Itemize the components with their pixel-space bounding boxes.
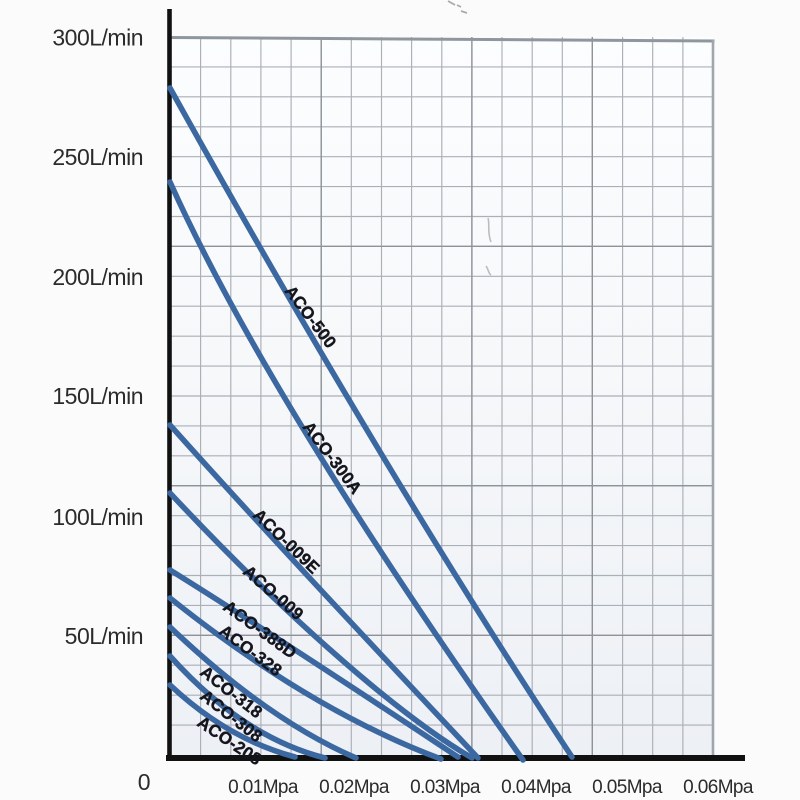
svg-text:50L/min: 50L/min xyxy=(65,623,143,649)
svg-text:150L/min: 150L/min xyxy=(52,383,143,409)
svg-text:0: 0 xyxy=(138,769,150,795)
svg-text:300L/min: 300L/min xyxy=(52,25,143,51)
svg-text:250L/min: 250L/min xyxy=(52,144,143,170)
svg-text:0.05Mpa: 0.05Mpa xyxy=(592,777,663,798)
svg-text:0.06Mpa: 0.06Mpa xyxy=(683,777,754,798)
svg-text:100L/min: 100L/min xyxy=(52,504,143,530)
svg-text:0.04Mpa: 0.04Mpa xyxy=(501,777,572,798)
svg-text:0.01Mpa: 0.01Mpa xyxy=(228,777,299,798)
svg-text:200L/min: 200L/min xyxy=(52,264,143,290)
svg-text:0.03Mpa: 0.03Mpa xyxy=(410,777,481,798)
svg-text:0.02Mpa: 0.02Mpa xyxy=(319,777,390,798)
